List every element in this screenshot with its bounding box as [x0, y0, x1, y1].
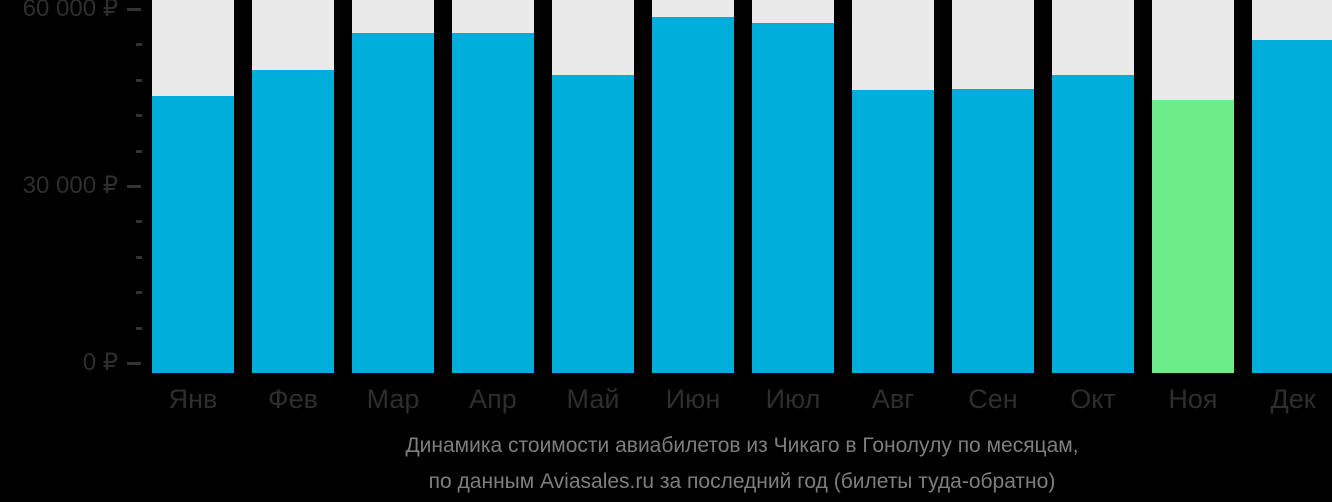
price-bar-9[interactable]: [952, 89, 1034, 373]
month-label-4: Апр: [469, 384, 517, 414]
price-bar-7[interactable]: [752, 22, 834, 373]
price-bar-3[interactable]: [352, 32, 434, 373]
y-axis-minor-tick: [136, 220, 142, 224]
chart-title-line-1: Динамика стоимости авиабилетов из Чикаго…: [405, 434, 1079, 457]
y-axis-label: 0 ₽: [82, 349, 118, 376]
y-axis-minor-tick: [136, 326, 142, 330]
y-axis-major-tick: [127, 8, 141, 11]
price-bar-4[interactable]: [452, 33, 534, 373]
chart-title-line-2: по данным Aviasales.ru за последний год …: [428, 470, 1056, 493]
price-bar-6[interactable]: [652, 17, 734, 373]
y-axis-minor-tick: [136, 114, 142, 118]
y-axis-minor-tick: [136, 255, 142, 259]
month-label-1: Янв: [168, 384, 218, 414]
y-axis-minor-tick: [136, 149, 142, 153]
month-label-5: Май: [566, 384, 620, 414]
month-label-6: Июн: [665, 384, 721, 414]
y-axis-minor-tick: [136, 291, 142, 295]
y-axis-major-tick: [127, 362, 141, 365]
y-axis-minor-tick: [136, 43, 142, 47]
y-axis-minor-tick: [136, 78, 142, 82]
y-axis-label: 30 000 ₽: [22, 172, 118, 199]
y-axis-major-tick: [127, 185, 141, 188]
month-label-12: Дек: [1270, 384, 1316, 414]
month-label-9: Сен: [968, 384, 1018, 414]
price-bar-8[interactable]: [852, 90, 934, 373]
month-label-7: Июл: [765, 384, 821, 414]
chart-title: Динамика стоимости авиабилетов из Чикаго…: [152, 428, 1332, 500]
y-axis-label: 60 000 ₽: [22, 0, 118, 22]
month-label-10: Окт: [1070, 384, 1116, 414]
month-label-3: Мар: [366, 384, 420, 414]
price-bar-11[interactable]: [1152, 99, 1234, 373]
month-label-2: Фев: [268, 384, 318, 414]
month-label-8: Авг: [871, 384, 915, 414]
month-label-11: Ноя: [1168, 384, 1218, 414]
price-bar-1[interactable]: [152, 96, 234, 373]
price-bar-12[interactable]: [1252, 40, 1332, 373]
price-bar-5[interactable]: [552, 75, 634, 373]
price-bar-10[interactable]: [1052, 75, 1134, 373]
price-bar-2[interactable]: [252, 70, 334, 373]
